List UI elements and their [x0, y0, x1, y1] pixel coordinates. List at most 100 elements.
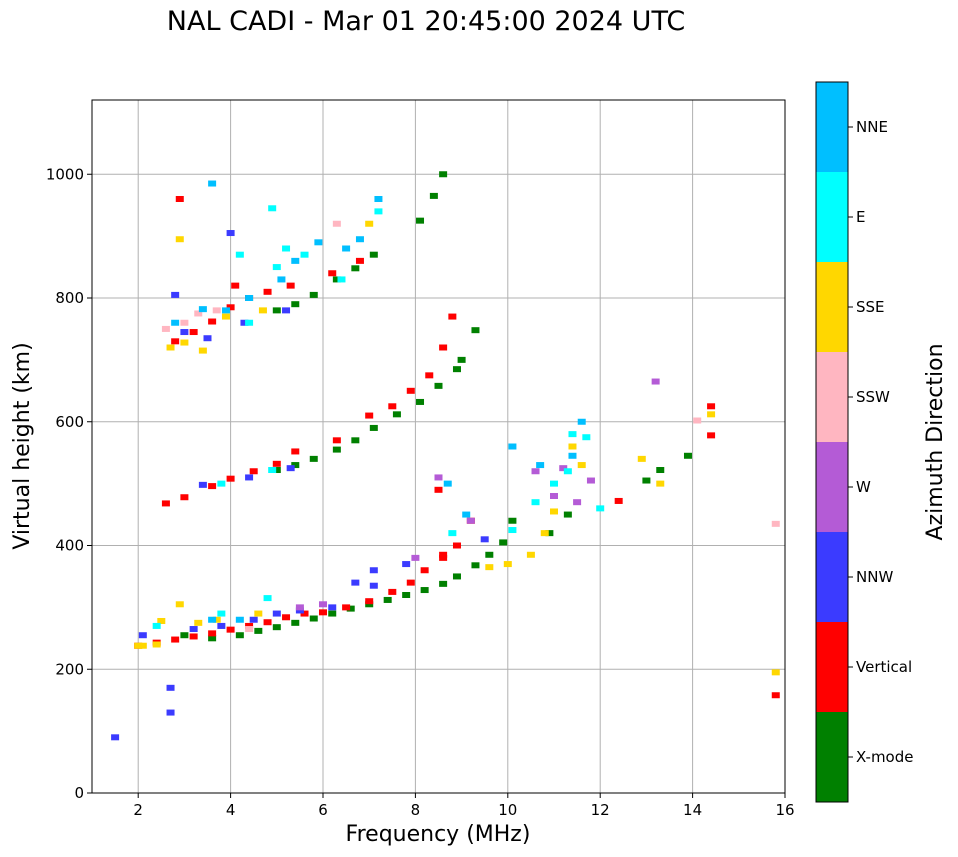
data-point-sse: [503, 561, 512, 568]
colorbar-tick-label: NNE: [856, 118, 888, 136]
data-point-sse: [212, 616, 221, 623]
data-point-w: [531, 468, 540, 475]
data-point-x-mode: [346, 605, 355, 612]
data-point-e: [217, 480, 226, 487]
colorbar-tick-label: SSW: [856, 388, 890, 406]
x-tick-label: 12: [591, 801, 610, 819]
data-point-e: [568, 431, 577, 438]
data-point-nne: [462, 511, 471, 518]
colorbar-segment: [816, 262, 848, 352]
data-point-nnw: [171, 291, 180, 298]
data-point-x-mode: [332, 446, 341, 453]
data-point-x-mode: [471, 562, 480, 569]
data-point-x-mode: [416, 217, 425, 224]
data-point-nnw: [189, 626, 198, 633]
data-point-nne: [536, 462, 545, 469]
data-point-x-mode: [309, 291, 318, 298]
colorbar-tick-label: W: [856, 478, 871, 496]
plot-area: [92, 100, 785, 793]
data-point-nnw: [166, 684, 175, 691]
data-point-nnw: [111, 734, 120, 741]
data-point-sse: [707, 411, 716, 418]
data-point-nne: [568, 452, 577, 459]
data-points: [111, 171, 780, 741]
data-point-vertical: [434, 486, 443, 493]
data-point-x-mode: [429, 192, 438, 199]
data-point-vertical: [231, 282, 240, 289]
data-point-x-mode: [351, 437, 360, 444]
data-point-e: [263, 595, 272, 602]
data-point-vertical: [208, 483, 217, 490]
data-point-nne: [291, 257, 300, 264]
data-point-vertical: [272, 460, 281, 467]
data-point-vertical: [249, 468, 258, 475]
data-point-vertical: [208, 318, 217, 325]
data-point-x-mode: [656, 467, 665, 474]
data-point-ssw: [161, 325, 170, 332]
data-point-sse: [134, 642, 143, 649]
data-point-vertical: [263, 619, 272, 626]
colorbar-label: Azimuth Direction: [923, 343, 948, 540]
data-point-w: [434, 474, 443, 481]
data-point-vertical: [342, 604, 351, 611]
data-point-nnw: [286, 465, 295, 472]
data-point-x-mode: [272, 467, 281, 474]
colorbar-segment: [816, 532, 848, 622]
data-point-ssw: [194, 310, 203, 317]
data-point-x-mode: [369, 251, 378, 258]
data-point-x-mode: [499, 539, 508, 546]
data-point-vertical: [291, 448, 300, 455]
data-point-x-mode: [642, 477, 651, 484]
data-point-sse: [152, 641, 161, 648]
data-point-sse: [194, 619, 203, 626]
data-point-e: [268, 467, 277, 474]
data-point-nnw: [217, 622, 226, 629]
data-point-vertical: [226, 626, 235, 633]
data-point-nnw: [272, 610, 281, 617]
data-point-nne: [577, 418, 586, 425]
data-point-e: [337, 276, 346, 283]
data-point-nne: [208, 616, 217, 623]
data-point-nnw: [282, 307, 291, 314]
colorbar-tick-label: E: [856, 208, 865, 226]
data-point-x-mode: [508, 517, 517, 524]
data-point-x-mode: [457, 356, 466, 363]
data-point-x-mode: [683, 452, 692, 459]
data-point-sse: [540, 530, 549, 537]
data-point-x-mode: [471, 327, 480, 334]
data-point-x-mode: [563, 511, 572, 518]
colorbar-segment: [816, 352, 848, 442]
data-point-vertical: [406, 579, 415, 586]
colorbar-tick-label: X-mode: [856, 748, 913, 766]
data-point-nne: [208, 180, 217, 187]
data-point-x-mode: [392, 411, 401, 418]
data-point-nne: [277, 276, 286, 283]
data-point-x-mode: [545, 530, 554, 537]
data-point-nnw: [198, 481, 207, 488]
data-point-w: [319, 601, 327, 608]
data-point-sse: [221, 313, 230, 320]
data-point-vertical: [452, 542, 461, 549]
y-tick-label: 1000: [46, 165, 84, 183]
data-point-vertical: [282, 614, 291, 621]
data-point-nnw: [166, 709, 175, 716]
data-point-e: [272, 264, 281, 271]
data-point-x-mode: [332, 276, 341, 283]
data-point-vertical: [707, 403, 716, 410]
data-point-vertical: [226, 304, 235, 311]
data-point-x-mode: [208, 635, 217, 642]
data-point-x-mode: [369, 424, 378, 431]
data-point-nne: [355, 236, 364, 243]
data-point-vertical: [171, 636, 180, 643]
data-point-vertical: [263, 288, 272, 295]
data-point-x-mode: [291, 462, 300, 469]
data-point-nnw: [328, 604, 337, 611]
data-point-x-mode: [452, 573, 461, 580]
data-point-vertical: [286, 282, 295, 289]
data-point-nnw: [138, 632, 147, 639]
data-point-x-mode: [272, 307, 281, 314]
data-point-vertical: [300, 610, 309, 617]
data-point-x-mode: [365, 601, 374, 608]
colorbar-tick-label: SSE: [856, 298, 885, 316]
data-point-x-mode: [439, 580, 448, 587]
